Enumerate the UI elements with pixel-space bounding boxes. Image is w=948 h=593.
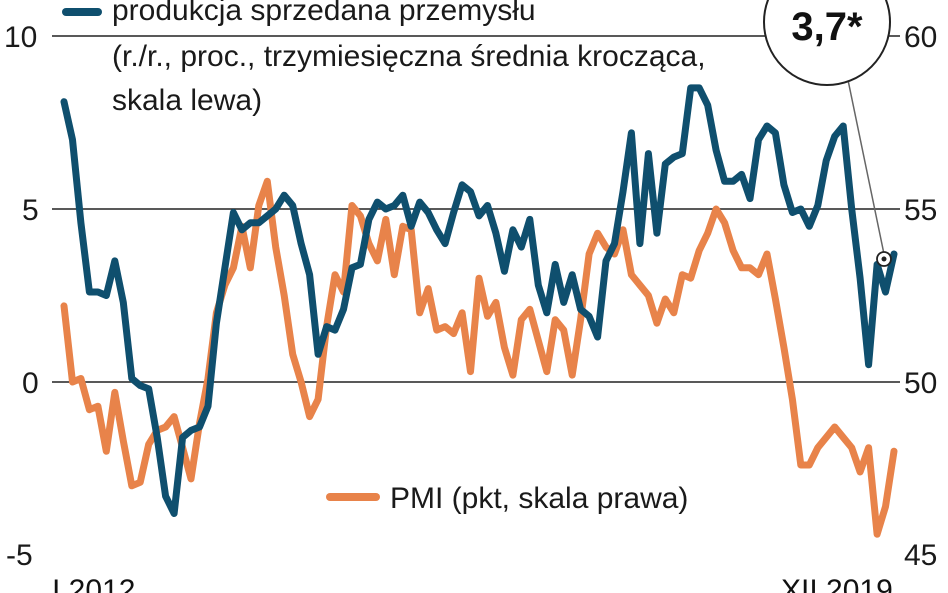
series-line-pmi <box>60 177 898 538</box>
legend-production: produkcja sprzedana przemysłu (r./r., pr… <box>62 0 706 117</box>
left-tick-10: 10 <box>4 21 37 54</box>
callout-marker-dot <box>881 256 887 262</box>
series-line-production <box>60 84 898 517</box>
callout-value: 3,7* <box>791 5 863 49</box>
left-tick-5: 5 <box>22 194 39 227</box>
legend-production-desc: (r./r., proc., trzymiesięczna średnia kr… <box>112 40 706 73</box>
left-tick-minus5: -5 <box>6 539 33 572</box>
legend-production-label: produkcja sprzedana przemysłu <box>112 0 536 27</box>
left-tick-0: 0 <box>22 367 39 400</box>
legend-pmi: PMI (pkt, skala prawa) <box>326 482 688 515</box>
right-tick-55: 55 <box>904 194 937 227</box>
right-tick-45: 45 <box>904 539 937 572</box>
legend-pmi-label: PMI (pkt, skala prawa) <box>390 482 688 515</box>
latest-value-callout: 3,7* <box>763 0 892 267</box>
right-tick-60: 60 <box>904 21 937 54</box>
legend-production-desc2: skala lewa) <box>112 84 262 117</box>
x-end-label: XII 2019 <box>781 574 893 593</box>
callout-bubble <box>763 0 891 86</box>
right-axis-ticks: 60 55 50 45 <box>904 21 937 572</box>
right-tick-50: 50 <box>904 367 937 400</box>
callout-pointer <box>847 79 885 255</box>
left-axis-ticks: 10 5 0 -5 <box>4 21 39 572</box>
x-start-label: I 2012 <box>52 574 135 593</box>
